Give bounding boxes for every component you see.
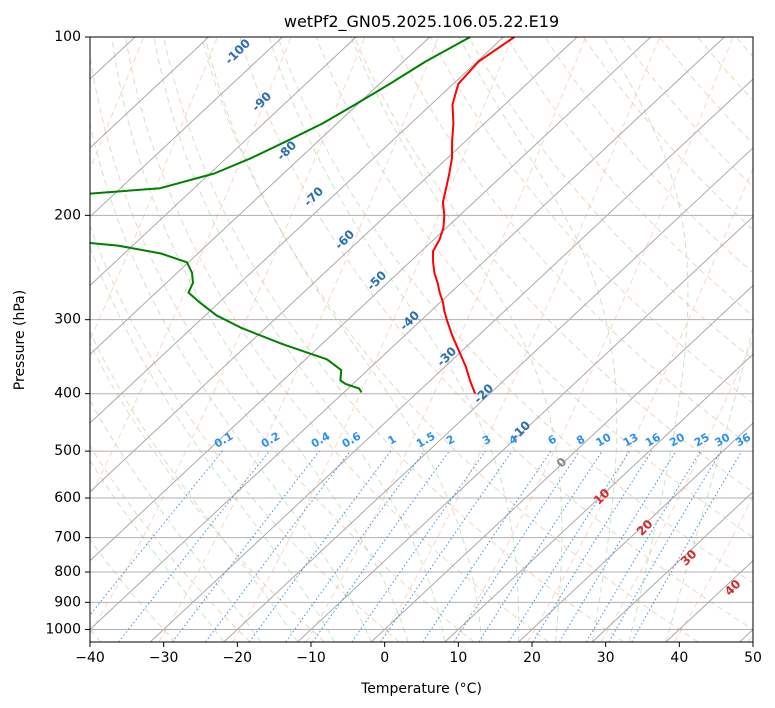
y-tick-label: 800 — [54, 564, 81, 580]
isotherm-line — [591, 491, 753, 642]
y-axis-ticks: 100 200 300 400 500 600 700 800 900 1000 — [45, 29, 90, 637]
isotherm-line — [90, 37, 210, 149]
isotherm-line — [90, 37, 357, 287]
x-tick-label: −30 — [149, 650, 179, 666]
isotherm-line — [518, 422, 753, 642]
mixing-ratio-line — [285, 450, 425, 642]
y-tick-label: 300 — [54, 312, 81, 328]
y-tick-label: 700 — [54, 530, 81, 546]
moist-adiabat — [602, 37, 689, 642]
isotherm-line — [90, 37, 431, 355]
profile-lines — [90, 37, 515, 395]
chart-title: wetPf2_GN05.2025.106.05.22.E19 — [284, 12, 559, 32]
x-tick-label: 20 — [523, 650, 541, 666]
moist-adiabat — [350, 37, 563, 642]
moist-adiabat — [204, 37, 483, 642]
isotherm-line — [223, 147, 753, 642]
x-tick-label: 30 — [597, 650, 615, 666]
mixing-ratio-line — [453, 450, 580, 642]
x-tick-label: −40 — [75, 650, 105, 666]
x-tick-label: 10 — [449, 650, 467, 666]
background-lines — [90, 37, 753, 642]
y-tick-label: 100 — [54, 29, 81, 45]
x-axis-ticks: −40 −30 −20 −10 0 10 20 30 40 50 — [75, 642, 762, 666]
mixing-ratio-line — [312, 450, 450, 642]
mixing-ratio-line — [478, 450, 603, 642]
dry-adiabat — [163, 37, 624, 642]
y-axis-label: Pressure (hPa) — [12, 290, 28, 390]
moist-adiabat — [111, 37, 409, 642]
moist-adiabat — [153, 37, 446, 642]
y-tick-label: 500 — [54, 443, 81, 459]
moist-adiabat — [90, 399, 262, 642]
y-tick-label: 400 — [54, 386, 81, 402]
y-tick-label: 200 — [54, 207, 81, 223]
mixing-ratio-line — [351, 450, 486, 642]
isotherm-line — [90, 37, 578, 493]
isotherm-line — [297, 215, 753, 642]
moist-adiabat — [90, 121, 372, 642]
dry-adiabat — [90, 52, 475, 642]
dewpoint-profile — [90, 37, 471, 393]
mixing-ratio-line — [558, 450, 677, 642]
plot-frame — [89, 36, 754, 643]
x-axis-label: Temperature (°C) — [360, 681, 482, 697]
saturated-guide — [90, 37, 218, 342]
x-tick-label: −20 — [223, 650, 253, 666]
y-tick-label: 600 — [54, 490, 81, 506]
dry-adiabat — [315, 37, 753, 538]
y-tick-label: 1000 — [45, 621, 81, 637]
dry-adiabat — [239, 37, 753, 630]
dry-adiabat — [277, 37, 753, 584]
moist-adiabat — [458, 37, 618, 642]
isotherm-line — [90, 37, 652, 562]
temperature-profile — [432, 37, 515, 395]
isotherm-line — [90, 37, 283, 218]
mixing-ratio-line — [380, 450, 513, 642]
moist-adiabat — [268, 37, 520, 642]
isotherm-line — [444, 353, 753, 642]
x-tick-label: −10 — [296, 650, 326, 666]
x-tick-label: 0 — [380, 650, 389, 666]
isotherm-line — [90, 37, 504, 424]
dry-adiabat — [90, 444, 251, 642]
mixing-ratio-line — [205, 450, 351, 642]
mixing-ratio-line — [532, 450, 653, 642]
moist-adiabat — [665, 325, 753, 642]
mixing-ratio-line — [508, 450, 631, 642]
x-tick-label: 40 — [670, 650, 688, 666]
y-tick-label: 900 — [54, 594, 81, 610]
dry-adiabat — [353, 37, 753, 493]
isotherm-line — [90, 37, 725, 631]
x-tick-label: 50 — [744, 650, 762, 666]
isotherm-line — [370, 284, 753, 642]
isotherm-line — [149, 78, 753, 642]
mixing-ratio-line — [248, 450, 392, 642]
mixing-ratio-line — [422, 450, 552, 642]
moist-adiabat — [90, 459, 225, 642]
mixing-ratio-line — [90, 450, 223, 616]
